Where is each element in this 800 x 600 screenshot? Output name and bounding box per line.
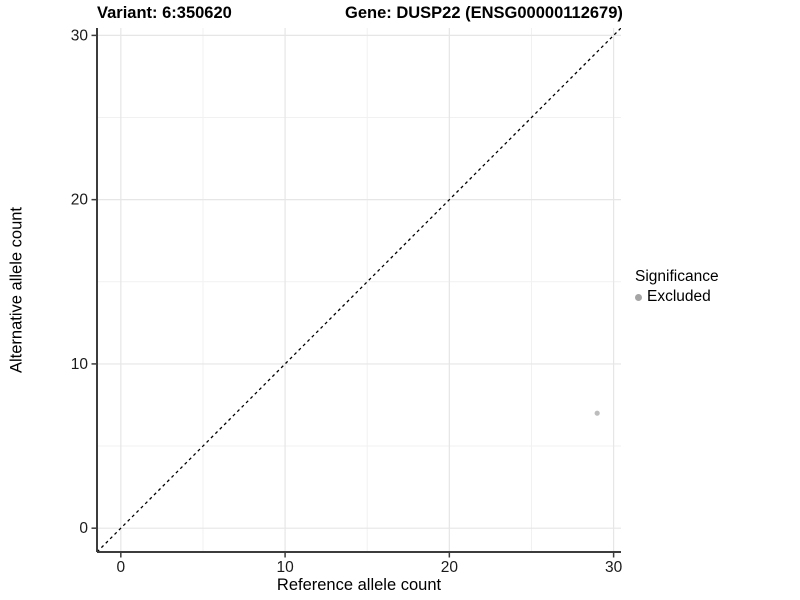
y-tick-label: 30 bbox=[71, 27, 89, 44]
x-tick-label: 10 bbox=[276, 559, 294, 576]
plot-title-variant: Variant: 6:350620 bbox=[97, 4, 232, 22]
plot-title-gene: Gene: DUSP22 (ENSG00000112679) bbox=[345, 4, 623, 22]
x-tick-label: 20 bbox=[441, 559, 459, 576]
y-tick-label: 0 bbox=[79, 520, 88, 537]
identity-reference-line bbox=[97, 28, 621, 552]
data-point bbox=[594, 410, 600, 416]
legend-item-label: Excluded bbox=[647, 288, 711, 305]
legend: Significance Excluded bbox=[635, 268, 719, 306]
legend-point-icon bbox=[635, 293, 642, 301]
y-tick-label: 20 bbox=[71, 192, 89, 209]
y-axis-title: Alternative allele count bbox=[7, 206, 26, 374]
x-tick-label: 30 bbox=[605, 559, 623, 576]
legend-title: Significance bbox=[635, 268, 719, 285]
legend-item-excluded: Excluded bbox=[635, 288, 719, 306]
x-axis-title: Reference allele count bbox=[276, 576, 442, 594]
y-tick-label: 10 bbox=[71, 356, 89, 373]
x-tick-label: 0 bbox=[117, 559, 126, 576]
